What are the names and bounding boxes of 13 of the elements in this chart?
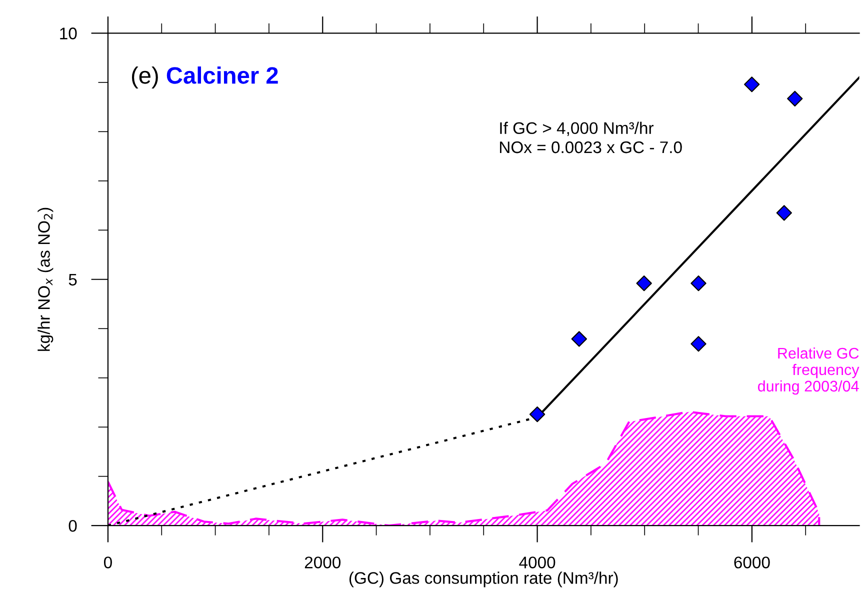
annotation: (e) <box>132 66 158 88</box>
y-tick-label: 5 <box>68 274 77 286</box>
text: Calciner 2 <box>166 66 278 84</box>
x-tick-label: 2000 <box>304 556 341 568</box>
x-tick-label: 6000 <box>734 556 770 568</box>
x-tick-label: 4000 <box>519 556 556 568</box>
annotation: If GC > 4,000 Nm³/hr NOx = 0.0023 x GC - 7.0 <box>500 122 682 154</box>
y-tick-label: 0 <box>68 520 77 532</box>
x-axis-title: (GC) Gas consumption rate (Nm³/hr) <box>349 572 618 588</box>
y-tick-label: 10 <box>60 28 77 40</box>
y-axis-title: kg/hr NO$_{x}$ (as NO$_{2}$) <box>38 208 54 351</box>
x-tick-label: 0 <box>104 556 112 568</box>
series-label: Relative GC frequency during 2003/04 <box>758 347 860 395</box>
